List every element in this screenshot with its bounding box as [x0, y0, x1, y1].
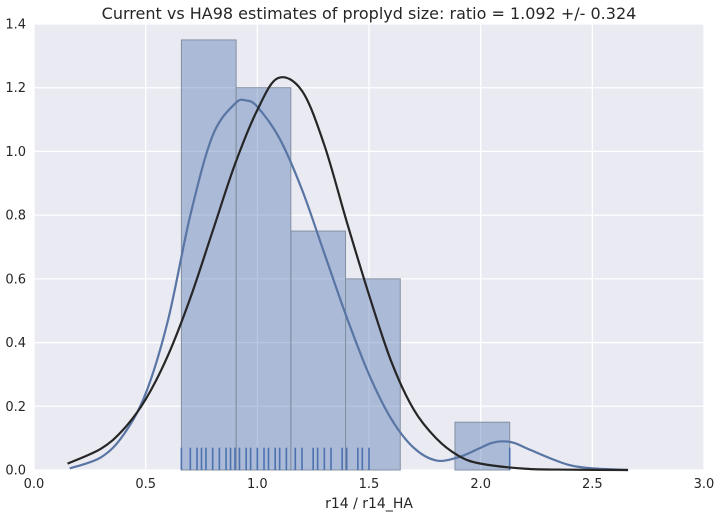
x-tick-labels: 0.0 0.5 1.0 1.5 2.0 2.5 3.0 [24, 477, 715, 492]
histogram-bar [180, 39, 237, 471]
y-tick-label: 1.4 [5, 18, 26, 33]
y-tick-label: 0.0 [5, 464, 26, 479]
x-tick-label: 2.0 [470, 477, 491, 492]
x-axis-label: r14 / r14_HA [325, 496, 413, 512]
y-tick-label: 1.2 [5, 81, 26, 96]
histogram-bar [235, 87, 292, 471]
chart-title: Current vs HA98 estimates of proplyd siz… [102, 4, 637, 23]
kde-curve [69, 98, 629, 472]
histogram-bar [290, 230, 347, 471]
y-tick-label: 0.8 [5, 209, 26, 224]
x-tick-label: 3.0 [694, 477, 715, 492]
x-tick-label: 0.0 [24, 477, 45, 492]
x-tick-label: 1.0 [247, 477, 268, 492]
rug-ticks [180, 447, 511, 470]
y-tick-label: 0.4 [5, 336, 26, 351]
x-tick-label: 2.5 [582, 477, 603, 492]
x-tick-label: 1.5 [359, 477, 380, 492]
y-tick-label: 0.6 [5, 272, 26, 287]
y-tick-label: 1.0 [5, 145, 26, 160]
normal-fit-curve [67, 76, 629, 472]
y-tick-labels: 0.0 0.2 0.4 0.6 0.8 1.0 1.2 1.4 [5, 18, 26, 479]
y-tick-label: 0.2 [5, 400, 26, 415]
x-tick-label: 0.5 [135, 477, 156, 492]
